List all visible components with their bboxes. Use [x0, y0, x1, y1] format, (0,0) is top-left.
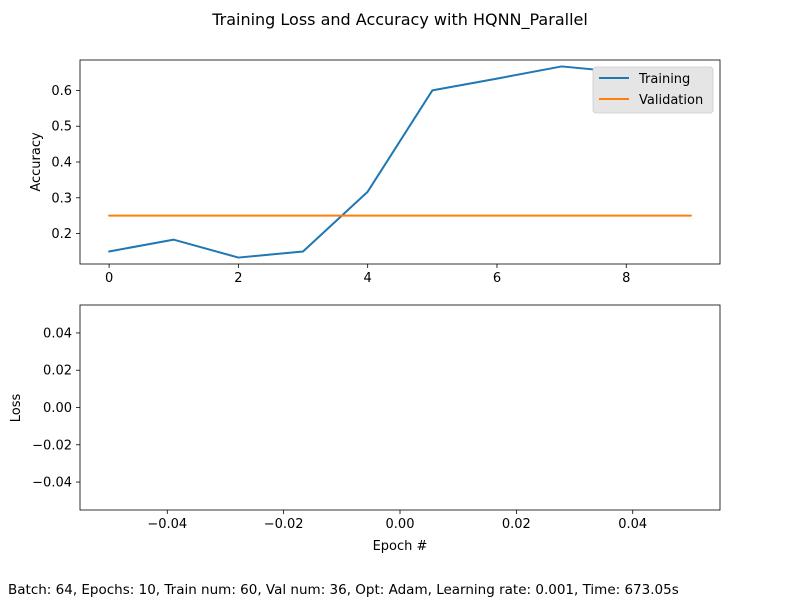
loss-x-tick-label: −0.04: [147, 517, 187, 532]
loss-y-tick-label: −0.04: [32, 476, 72, 491]
loss-axes-frame: [79, 304, 721, 511]
accuracy-y-axis-label: Accuracy: [29, 132, 44, 192]
figure-footer: Batch: 64, Epochs: 10, Train num: 60, Va…: [8, 582, 679, 598]
loss-y-tick-label: −0.02: [32, 438, 72, 453]
accuracy-subplot: 0 2 4 6 8 0.2 0.3 0.4 0.5 0.6 Accuracy Training V…: [29, 59, 721, 286]
accuracy-y-tick-label: 0.3: [51, 191, 72, 206]
loss-y-tick-label: 0.02: [43, 364, 72, 379]
accuracy-x-tick-label: 8: [622, 271, 630, 286]
accuracy-ticks: 0 2 4 6 8 0.2 0.3 0.4 0.5 0.6: [51, 84, 630, 286]
legend-training-label: Training: [638, 72, 690, 87]
loss-subplot: −0.04 −0.02 0.00 0.02 0.04 −0.04 −0.02 0.00 0.02…: [9, 304, 721, 554]
legend-validation-label: Validation: [639, 93, 703, 108]
loss-x-tick-label: −0.02: [264, 517, 304, 532]
x-axis-label: Epoch #: [373, 539, 428, 554]
loss-x-tick-label: 0.04: [618, 517, 647, 532]
legend: Training Validation: [592, 66, 714, 114]
accuracy-x-tick-label: 6: [493, 271, 501, 286]
accuracy-x-tick-label: 2: [234, 271, 242, 286]
accuracy-x-tick-label: 0: [105, 271, 113, 286]
figure-title: Training Loss and Accuracy with HQNN_Par…: [211, 10, 588, 30]
accuracy-y-tick-label: 0.2: [51, 227, 72, 242]
accuracy-y-tick-label: 0.5: [51, 120, 72, 135]
accuracy-y-tick-label: 0.4: [51, 156, 72, 171]
loss-y-tick-label: 0.00: [43, 401, 72, 416]
loss-y-tick-label: 0.04: [43, 326, 72, 341]
loss-y-axis-label: Loss: [9, 394, 24, 423]
loss-x-tick-label: 0.00: [386, 517, 415, 532]
accuracy-y-tick-label: 0.6: [51, 84, 72, 99]
loss-x-tick-label: 0.02: [502, 517, 531, 532]
loss-ticks: −0.04 −0.02 0.00 0.02 0.04 −0.04 −0.02 0.00 0.02…: [32, 326, 647, 532]
accuracy-x-tick-label: 4: [364, 271, 372, 286]
